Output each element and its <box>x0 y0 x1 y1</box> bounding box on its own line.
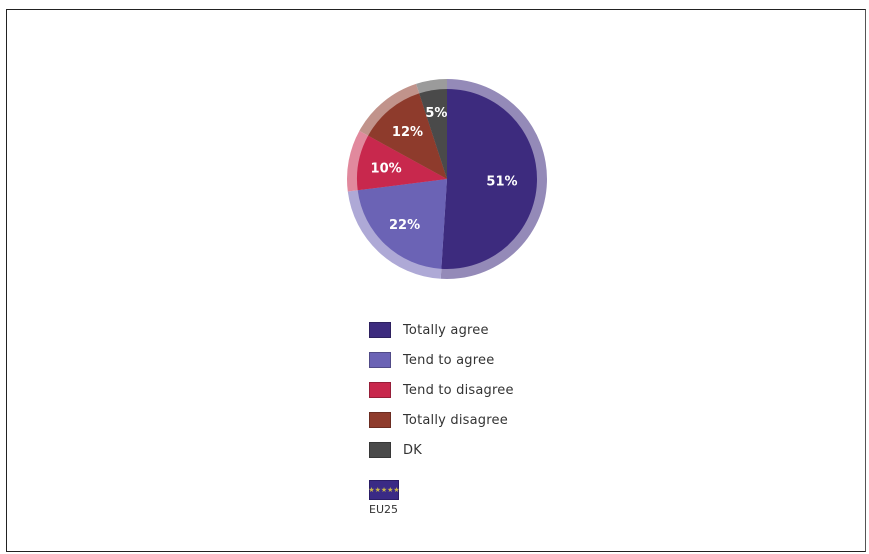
region-label: EU25 <box>369 503 398 516</box>
legend-item: Totally agree <box>369 315 514 345</box>
eu-flag-stars: ★★★★★ <box>368 486 400 494</box>
pie-label-dk: 5% <box>425 106 447 121</box>
legend-label: Tend to disagree <box>403 382 514 398</box>
pie-label-totally-agree: 51% <box>486 175 517 190</box>
pie-label-tend-to-agree: 22% <box>389 218 420 233</box>
pie-chart: 51% 22% 10% 12%5% <box>347 79 548 279</box>
legend-label: Tend to agree <box>403 352 495 368</box>
pie-slice-tend-to-agree <box>357 179 447 269</box>
pie-slice-dk <box>419 89 447 179</box>
legend-item: Tend to disagree <box>369 375 514 405</box>
pie-slice-totally-agree <box>441 89 537 269</box>
legend-swatch <box>369 352 391 368</box>
pie-slice-totally-disagree <box>368 93 447 179</box>
legend-swatch <box>369 382 391 398</box>
legend-item: Totally disagree <box>369 405 514 435</box>
legend-swatch <box>369 412 391 428</box>
legend-label: Totally disagree <box>403 412 508 428</box>
legend: Totally agree Tend to agree Tend to disagr… <box>369 315 514 465</box>
legend-item: Tend to agree <box>369 345 514 375</box>
legend-swatch <box>369 322 391 338</box>
legend-swatch <box>369 442 391 458</box>
eu-flag-icon: ★★★★★ <box>368 480 400 500</box>
pie-label-totally-disagree: 12% <box>392 125 423 140</box>
chart-frame: 51% 22% 10% 12% 5% Totally agree Tend to agre… <box>6 9 866 552</box>
legend-item: DK <box>369 435 514 465</box>
pie-slice-tend-to-disagree <box>357 135 447 191</box>
legend-label: Totally agree <box>403 322 489 338</box>
pie-label-tend-to-disagree: 10% <box>371 161 402 176</box>
legend-label: DK <box>403 442 422 458</box>
region-indicator: ★★★★★ EU25 <box>368 480 400 516</box>
